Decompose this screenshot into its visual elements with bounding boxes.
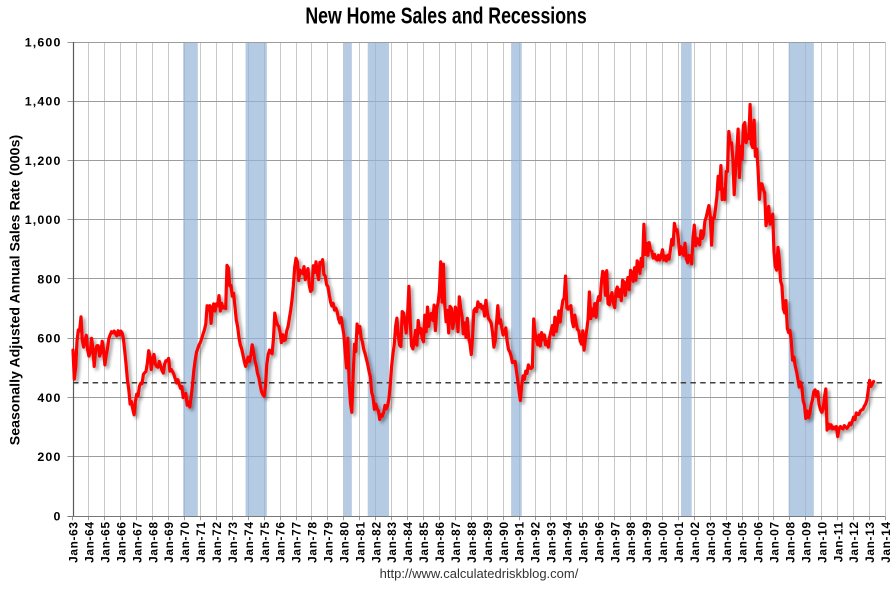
svg-text:Jan-72: Jan-72 (210, 521, 224, 563)
svg-text:Jan-13: Jan-13 (863, 521, 877, 563)
svg-text:Jan-09: Jan-09 (799, 521, 813, 563)
svg-text:Jan-82: Jan-82 (369, 521, 383, 563)
svg-text:Jan-01: Jan-01 (672, 521, 686, 563)
svg-text:Jan-78: Jan-78 (306, 521, 320, 563)
svg-text:Jan-99: Jan-99 (640, 521, 654, 563)
svg-text:Jan-86: Jan-86 (433, 521, 447, 563)
svg-text:1,000: 1,000 (25, 213, 62, 227)
svg-text:Jan-93: Jan-93 (545, 521, 559, 563)
svg-text:Jan-04: Jan-04 (720, 521, 734, 563)
svg-text:http://www.calculatedriskblog.: http://www.calculatedriskblog.com/ (380, 566, 579, 581)
svg-text:Jan-69: Jan-69 (162, 521, 176, 563)
svg-text:Jan-05: Jan-05 (736, 521, 750, 563)
svg-text:1,200: 1,200 (25, 154, 62, 168)
svg-text:Jan-79: Jan-79 (322, 521, 336, 563)
svg-text:Jan-95: Jan-95 (576, 521, 590, 563)
svg-text:400: 400 (37, 391, 61, 405)
svg-text:Jan-90: Jan-90 (497, 521, 511, 563)
svg-text:Jan-11: Jan-11 (831, 521, 845, 562)
svg-text:Seasonally Adjusted Annual Sal: Seasonally Adjusted Annual Sales Rate (0… (8, 135, 24, 446)
svg-text:Jan-98: Jan-98 (624, 521, 638, 563)
svg-text:Jan-00: Jan-00 (656, 521, 670, 563)
svg-text:Jan-80: Jan-80 (337, 521, 351, 563)
svg-text:Jan-08: Jan-08 (784, 521, 798, 563)
svg-text:Jan-94: Jan-94 (560, 521, 574, 563)
svg-text:Jan-03: Jan-03 (704, 521, 718, 563)
svg-text:Jan-70: Jan-70 (178, 521, 192, 563)
svg-text:Jan-07: Jan-07 (768, 521, 782, 563)
svg-text:Jan-96: Jan-96 (592, 521, 606, 563)
svg-text:200: 200 (37, 450, 61, 464)
svg-text:Jan-66: Jan-66 (114, 521, 128, 563)
svg-text:Jan-67: Jan-67 (130, 521, 144, 563)
svg-text:Jan-10: Jan-10 (815, 521, 829, 563)
svg-text:0: 0 (53, 509, 61, 523)
svg-text:800: 800 (37, 272, 61, 286)
svg-text:Jan-84: Jan-84 (401, 521, 415, 563)
svg-text:Jan-77: Jan-77 (290, 521, 304, 563)
svg-text:Jan-71: Jan-71 (194, 521, 208, 563)
svg-text:Jan-91: Jan-91 (513, 521, 527, 563)
svg-text:Jan-92: Jan-92 (529, 521, 543, 563)
svg-text:Jan-12: Jan-12 (847, 521, 861, 563)
svg-text:Jan-14: Jan-14 (879, 521, 893, 563)
svg-text:Jan-02: Jan-02 (688, 521, 702, 563)
svg-text:Jan-88: Jan-88 (465, 521, 479, 563)
svg-text:Jan-76: Jan-76 (274, 521, 288, 563)
svg-text:Jan-63: Jan-63 (67, 521, 81, 563)
svg-text:Jan-85: Jan-85 (417, 521, 431, 563)
svg-text:Jan-73: Jan-73 (226, 521, 240, 563)
svg-text:Jan-06: Jan-06 (752, 521, 766, 563)
svg-text:Jan-64: Jan-64 (83, 521, 97, 563)
svg-text:Jan-68: Jan-68 (146, 521, 160, 563)
svg-text:1,400: 1,400 (25, 95, 62, 109)
svg-text:Jan-87: Jan-87 (449, 521, 463, 563)
svg-text:Jan-74: Jan-74 (242, 521, 256, 563)
svg-text:Jan-75: Jan-75 (258, 521, 272, 563)
svg-text:Jan-89: Jan-89 (481, 521, 495, 563)
svg-text:Jan-83: Jan-83 (385, 521, 399, 563)
svg-text:600: 600 (37, 332, 61, 346)
svg-text:Jan-81: Jan-81 (353, 521, 367, 563)
svg-text:Jan-97: Jan-97 (608, 521, 622, 563)
svg-text:New Home Sales and Recessions: New Home Sales and Recessions (305, 3, 586, 29)
svg-text:Jan-65: Jan-65 (98, 521, 112, 563)
svg-text:1,600: 1,600 (25, 35, 62, 49)
